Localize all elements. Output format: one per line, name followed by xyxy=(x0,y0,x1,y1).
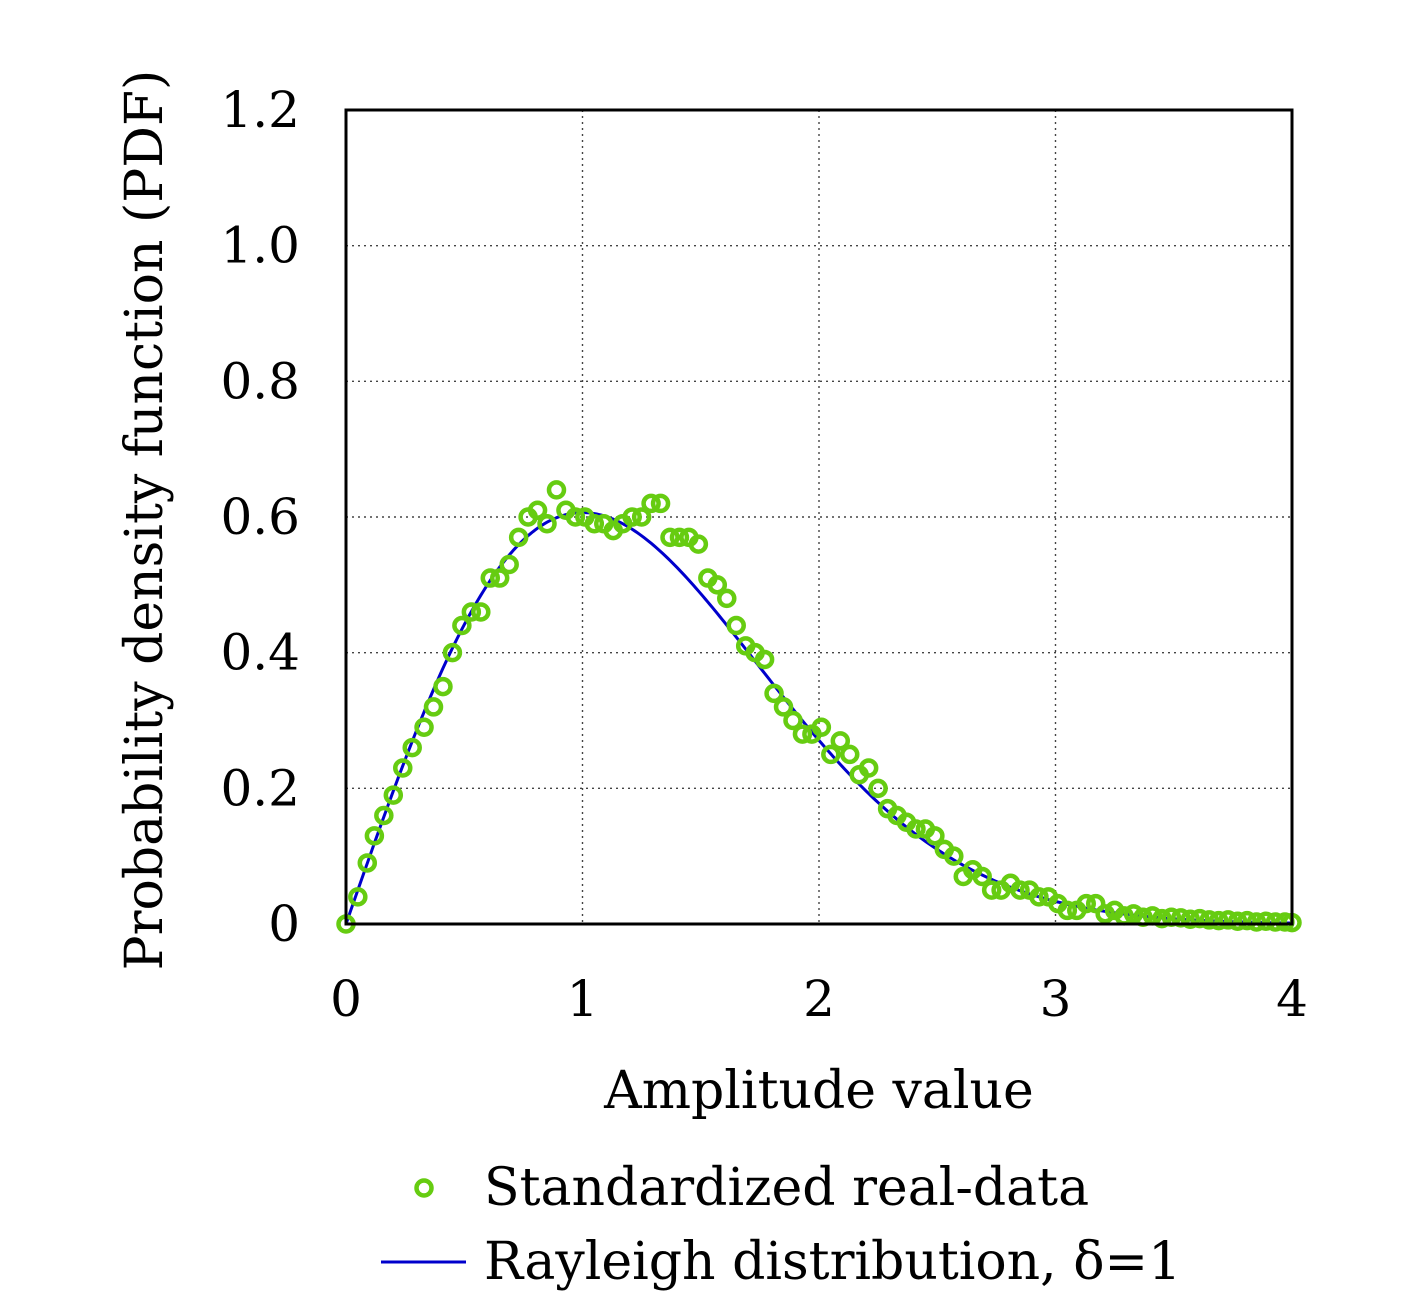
data-point xyxy=(1237,910,1257,931)
y-tick-label: 0.4 xyxy=(220,624,300,682)
data-point xyxy=(489,568,510,588)
data-point xyxy=(461,602,482,622)
data-point xyxy=(584,514,605,534)
data-point xyxy=(1246,912,1267,932)
data-point xyxy=(442,642,463,663)
data-point xyxy=(631,507,652,527)
y-tick-label: 1.0 xyxy=(220,217,300,275)
data-point xyxy=(792,724,813,744)
data-point xyxy=(944,846,964,866)
data-point xyxy=(650,493,671,514)
data-point xyxy=(660,527,680,548)
x-tick-label: 2 xyxy=(803,970,835,1028)
legend: Standardized real-data Rayleigh distribu… xyxy=(381,1158,1181,1292)
data-point xyxy=(783,710,803,731)
data-point xyxy=(1085,893,1106,914)
data-point xyxy=(972,866,992,887)
data-point xyxy=(641,493,661,514)
data-point xyxy=(1123,904,1144,924)
data-point xyxy=(1218,910,1238,930)
legend-marker-data xyxy=(414,1178,434,1198)
x-tick-label: 4 xyxy=(1276,970,1308,1028)
data-point xyxy=(393,758,413,778)
data-point xyxy=(565,507,586,527)
data-point xyxy=(707,575,728,595)
data-point xyxy=(1029,887,1049,907)
data-point xyxy=(726,615,746,636)
data-point xyxy=(1208,910,1229,931)
data-point xyxy=(669,527,690,548)
data-point xyxy=(858,758,879,778)
data-point xyxy=(1256,911,1276,932)
data-point xyxy=(1095,904,1115,924)
data-point xyxy=(839,744,860,765)
data-point xyxy=(364,826,385,846)
data-point xyxy=(348,887,368,907)
y-tick-labels: 0 0.2 0.4 0.6 0.8 1.0 1.2 xyxy=(220,81,300,953)
data-point xyxy=(821,744,841,765)
plot-frame xyxy=(344,108,1294,926)
data-point xyxy=(499,554,519,575)
data-point xyxy=(764,683,784,704)
y-tick-label: 1.2 xyxy=(220,81,300,139)
data-point xyxy=(1010,880,1030,900)
data-point xyxy=(1227,911,1248,932)
data-point xyxy=(414,717,434,738)
data-point xyxy=(773,697,794,717)
data-point xyxy=(508,527,529,548)
data-point xyxy=(471,602,491,622)
y-tick-label: 0.6 xyxy=(220,488,300,546)
x-tick-labels: 0 1 2 3 4 xyxy=(330,970,1308,1028)
legend-label-rayleigh: Rayleigh distribution, δ=1 xyxy=(484,1232,1181,1292)
data-point xyxy=(546,480,567,500)
data-point xyxy=(423,697,444,717)
data-point xyxy=(830,731,851,751)
y-tick-label: 0.2 xyxy=(220,759,300,817)
x-tick-label: 3 xyxy=(1040,970,1072,1028)
data-point xyxy=(811,717,832,738)
data-point xyxy=(1076,893,1096,914)
data-point xyxy=(433,676,453,697)
data-point xyxy=(374,805,394,826)
data-point xyxy=(1180,909,1201,930)
data-point xyxy=(1057,900,1078,921)
y-tick-label: 0.8 xyxy=(220,352,300,410)
x-tick-label: 1 xyxy=(567,970,599,1028)
data-point xyxy=(868,778,888,799)
x-tick-label: 0 xyxy=(330,970,362,1028)
data-point xyxy=(981,880,1002,900)
data-point xyxy=(452,615,472,636)
data-point xyxy=(480,568,501,588)
data-point xyxy=(1152,908,1172,929)
data-point xyxy=(717,588,737,609)
data-point xyxy=(537,514,557,534)
data-point xyxy=(383,785,404,805)
data-point xyxy=(754,649,775,670)
data-point xyxy=(357,853,378,873)
data-point xyxy=(906,819,926,839)
data-point xyxy=(688,534,709,554)
legend-label-data: Standardized real-data xyxy=(484,1158,1089,1218)
data-point xyxy=(527,500,548,520)
data-point xyxy=(1199,910,1219,930)
y-tick-label: 0 xyxy=(268,895,300,953)
data-point xyxy=(925,826,945,846)
data-point xyxy=(622,507,642,527)
grid xyxy=(346,110,1292,924)
data-point xyxy=(1190,908,1210,929)
y-axis-title: Probability density function (PDF) xyxy=(115,70,175,971)
x-axis-title: Amplitude value xyxy=(603,1061,1034,1121)
data-point xyxy=(402,737,422,758)
